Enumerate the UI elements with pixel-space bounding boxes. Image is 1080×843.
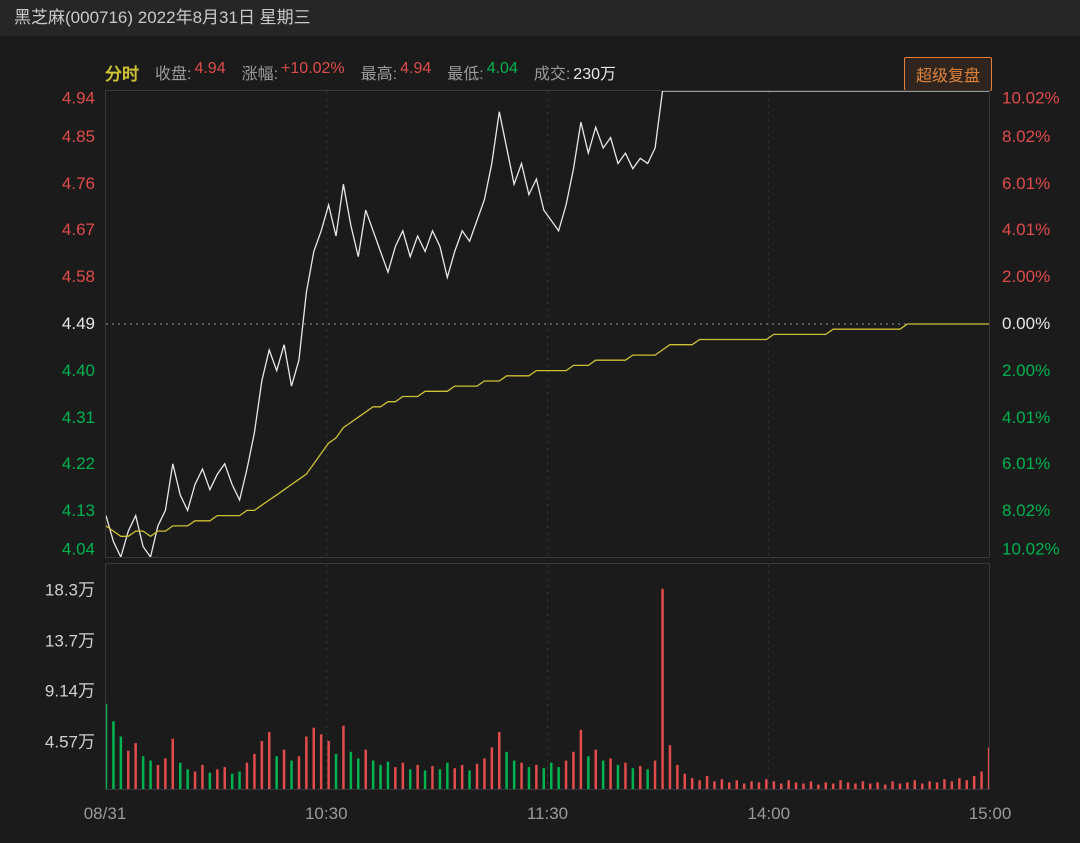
stat-volume: 成交: 230万 xyxy=(534,60,616,84)
percent-axis-label: 2.00% xyxy=(1002,267,1051,287)
time-axis-label: 08/31 xyxy=(83,804,127,823)
percent-axis-label: 10.02% xyxy=(1002,539,1060,559)
price-axis-label: 4.85 xyxy=(61,126,95,146)
stat-low-value: 4.04 xyxy=(486,60,518,77)
stat-low-label: 最低: xyxy=(447,66,484,83)
price-axis-label: 4.04 xyxy=(61,539,95,559)
percent-axis-label: 6.01% xyxy=(1002,173,1051,193)
percent-axis-label: 0.00% xyxy=(1002,314,1051,333)
percent-axis-label: 4.01% xyxy=(1002,407,1051,427)
percent-axis-label: 8.02% xyxy=(1002,501,1051,521)
price-axis-label: 4.94 xyxy=(61,88,95,108)
volume-axis-label: 18.3万 xyxy=(44,580,95,600)
stat-change: 涨幅: +10.02% xyxy=(242,60,345,84)
price-axis-label: 4.31 xyxy=(61,407,95,427)
volume-axis-label: 4.57万 xyxy=(44,732,95,752)
price-chart-canvas[interactable] xyxy=(105,90,990,558)
price-axis-label: 4.22 xyxy=(61,454,95,474)
stat-volume-value: 230万 xyxy=(573,66,616,83)
percent-axis-label: 4.01% xyxy=(1002,220,1051,240)
super-replay-button[interactable]: 超级复盘 xyxy=(903,57,992,91)
price-axis-label: 4.76 xyxy=(61,173,95,193)
time-axis-label: 14:00 xyxy=(747,804,791,823)
volume-axis-label: 9.14万 xyxy=(44,681,95,701)
volume-chart-canvas[interactable] xyxy=(105,563,990,790)
page-title: 黑芝麻(000716) 2022年8月31日 星期三 xyxy=(0,0,1080,36)
stat-change-label: 涨幅: xyxy=(241,66,279,83)
price-axis-label: 4.49 xyxy=(61,314,95,333)
percent-axis-right: 10.02% 8.02% 6.01% 4.01% 2.00% 0.00% 2.00% 4.01… xyxy=(998,88,1080,559)
stat-close-value: 4.94 xyxy=(194,60,226,77)
percent-axis-label: 2.00% xyxy=(1002,360,1051,380)
percent-axis-label: 10.02% xyxy=(1002,88,1060,108)
price-axis-label: 4.40 xyxy=(61,360,95,380)
stat-high: 最高: 4.94 xyxy=(361,60,432,84)
tab-intraday[interactable]: 分时 xyxy=(105,64,139,84)
stat-high-value: 4.94 xyxy=(400,60,432,77)
volume-axis-left: 18.3万 13.7万 9.14万 4.57万 xyxy=(0,563,100,790)
price-axis-label: 4.13 xyxy=(61,501,95,521)
percent-axis-label: 8.02% xyxy=(1002,126,1051,146)
time-axis-label: 15:00 xyxy=(968,804,1012,823)
chart-toolbar: 分时 收盘: 4.94 涨幅: +10.02% 最高: 4.94 最低: 4.0… xyxy=(105,56,616,88)
stat-volume-label: 成交: xyxy=(533,66,571,83)
stat-low: 最低: 4.04 xyxy=(447,60,518,84)
price-axis-label: 4.58 xyxy=(61,267,95,287)
stat-high-label: 最高: xyxy=(360,66,398,83)
percent-axis-label: 6.01% xyxy=(1002,454,1051,474)
stat-close-label: 收盘: xyxy=(155,66,192,83)
price-axis-label: 4.67 xyxy=(61,220,95,240)
time-axis: 08/31 10:30 11:30 14:00 15:00 xyxy=(84,804,1012,832)
price-axis-left: 4.94 4.85 4.76 4.67 4.58 4.49 4.40 4.31 4.22 4.13… xyxy=(0,88,100,559)
stat-change-value: +10.02% xyxy=(281,60,345,77)
stat-close: 收盘: 4.94 xyxy=(155,60,226,84)
time-axis-label: 11:30 xyxy=(526,804,569,823)
volume-axis-label: 13.7万 xyxy=(44,631,95,651)
time-axis-label: 10:30 xyxy=(304,804,348,823)
